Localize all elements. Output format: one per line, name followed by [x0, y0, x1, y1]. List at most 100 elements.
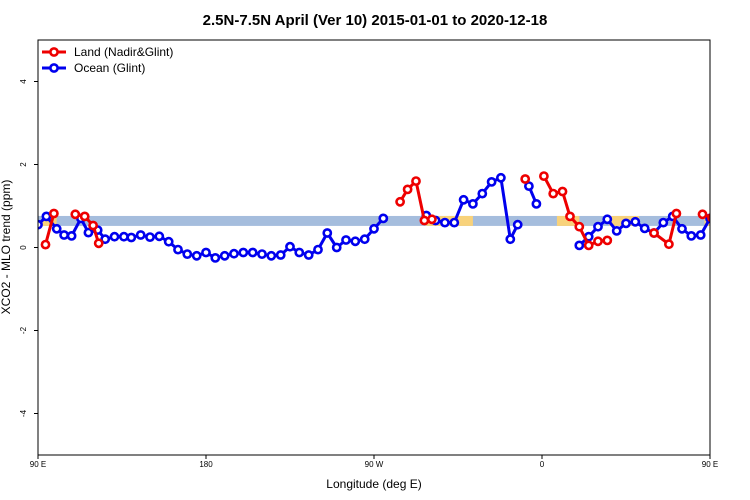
data-point: [41, 211, 52, 222]
y-tick-label: -2: [19, 326, 28, 334]
data-point: [79, 211, 90, 222]
data-point: [402, 184, 413, 195]
data-point: [677, 223, 687, 234]
data-point: [88, 220, 98, 231]
data-point: [671, 208, 682, 219]
data-point: [524, 181, 534, 191]
data-point: [257, 249, 267, 259]
data-point: [725, 241, 732, 248]
y-tick-label: 0: [19, 245, 28, 250]
data-point: [163, 236, 174, 247]
data-point: [238, 247, 249, 258]
data-point: [378, 213, 389, 224]
data-point: [467, 198, 478, 209]
data-point: [548, 188, 559, 199]
data-point: [109, 231, 120, 242]
data-point: [266, 250, 277, 261]
data-point: [426, 214, 437, 225]
y-tick-label: -4: [19, 409, 28, 417]
data-point: [593, 221, 603, 232]
y-axis-label: XCO2 - MLO trend (ppm): [0, 180, 13, 315]
ocean-reference-band: [38, 215, 710, 226]
data-point: [154, 231, 165, 242]
data-point: [303, 250, 314, 260]
data-point: [191, 250, 202, 261]
data-point: [341, 235, 351, 245]
data-point: [350, 236, 361, 247]
data-point: [49, 208, 59, 219]
legend-marker: [49, 47, 59, 57]
data-point: [359, 234, 370, 245]
data-point: [695, 230, 706, 240]
data-point: [649, 228, 659, 238]
data-point: [664, 239, 674, 250]
data-point: [395, 196, 405, 207]
data-point: [173, 244, 183, 255]
data-point: [51, 223, 62, 234]
series-line: [542, 175, 608, 247]
data-point: [725, 227, 732, 234]
data-point: [602, 214, 613, 225]
data-point: [93, 238, 104, 249]
legend: Land (Nadir&Glint) Ocean (Glint): [42, 45, 173, 75]
data-point: [639, 223, 650, 234]
data-point: [477, 188, 488, 199]
data-point: [135, 230, 146, 240]
land-reference-band: [556, 215, 580, 226]
data-point: [126, 232, 137, 243]
x-tick-label: 0: [540, 460, 545, 469]
data-point: [229, 248, 239, 259]
legend-label: Land (Nadir&Glint): [74, 45, 173, 59]
data-point: [322, 228, 333, 238]
data-point: [505, 234, 516, 245]
series-layer: [38, 171, 732, 263]
data-point: [369, 223, 379, 234]
data-point: [512, 219, 523, 230]
x-tick-label: 90 E: [30, 460, 46, 469]
data-point: [331, 242, 342, 253]
data-point: [602, 235, 613, 246]
data-point: [520, 174, 531, 184]
data-point: [40, 239, 51, 250]
data-point: [411, 176, 421, 186]
data-point: [583, 240, 594, 251]
data-point: [686, 230, 697, 241]
x-axis: 90 E 180 90 W 0 90 E: [30, 455, 718, 469]
data-point: [100, 234, 111, 245]
data-point: [531, 198, 542, 209]
data-point: [486, 176, 497, 187]
data-point: [593, 236, 603, 247]
data-point: [574, 240, 585, 251]
data-point: [458, 194, 469, 205]
data-point: [201, 247, 211, 258]
series-1: [40, 171, 732, 251]
data-point: [539, 171, 549, 181]
data-point: [70, 209, 81, 220]
data-point: [658, 217, 669, 228]
data-point: [145, 232, 155, 242]
data-point: [630, 216, 641, 227]
data-point: [294, 247, 305, 258]
data-point: [621, 218, 631, 229]
data-point: [707, 213, 710, 223]
series-line: [702, 212, 710, 219]
chart-title: 2.5N-7.5N April (Ver 10) 2015-01-01 to 2…: [203, 12, 548, 29]
x-tick-label: 90 W: [365, 460, 384, 469]
data-point: [557, 186, 568, 197]
series-line: [44, 213, 56, 245]
data-point: [718, 221, 725, 228]
data-point: [83, 227, 94, 238]
x-axis-label: Longitude (deg E): [326, 477, 421, 491]
plot-frame: [37, 39, 711, 456]
data-point: [439, 217, 450, 228]
x-tick-label: 180: [199, 460, 213, 469]
y-axis: -4 -2 0 2 4: [19, 79, 38, 417]
data-point: [285, 241, 295, 252]
data-point: [59, 230, 69, 240]
data-point: [247, 247, 258, 258]
data-point: [697, 209, 708, 220]
data-point: [716, 229, 723, 236]
data-point: [611, 225, 622, 236]
data-point: [574, 221, 585, 232]
